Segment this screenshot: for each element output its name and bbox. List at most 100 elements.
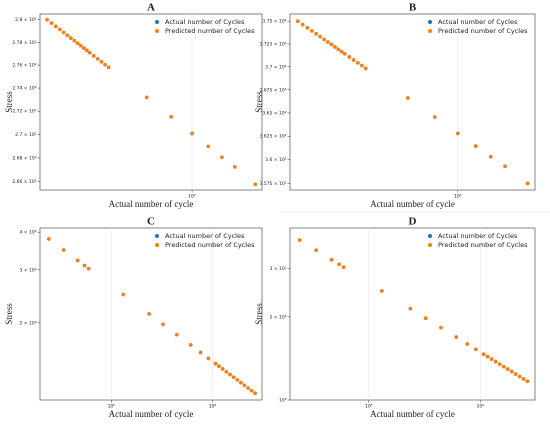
point (249, 388, 254, 393)
legend-marker (155, 20, 159, 24)
legend-label: Actual number of Cycles (438, 18, 518, 26)
point (360, 63, 364, 68)
point (217, 364, 221, 369)
y-tick-label: 3.725 × 10² (259, 41, 286, 47)
x-axis-label: Actual number of cycle (109, 409, 194, 419)
point (339, 49, 344, 54)
point (456, 131, 460, 136)
legend-marker (428, 234, 432, 238)
point (517, 374, 522, 379)
point (329, 257, 334, 262)
point (314, 248, 318, 252)
point (161, 322, 165, 327)
panel-title: A (147, 2, 155, 14)
point (380, 289, 384, 293)
point (501, 364, 506, 369)
point (121, 292, 125, 297)
point (78, 43, 83, 48)
point (239, 380, 243, 385)
point (296, 19, 300, 24)
point (493, 359, 498, 364)
point (423, 316, 428, 320)
point (253, 391, 257, 396)
point (513, 372, 518, 376)
point (82, 46, 86, 50)
point (497, 362, 502, 366)
point (318, 34, 322, 39)
point (342, 51, 347, 56)
point (188, 343, 193, 347)
point (525, 181, 530, 186)
point (61, 30, 66, 35)
point (206, 356, 211, 361)
point (336, 47, 341, 52)
legend-marker (428, 29, 432, 33)
panel-title: B (409, 2, 417, 14)
y-axis-label: Stress (254, 91, 264, 113)
point (465, 342, 470, 346)
legend-marker (428, 243, 432, 247)
panel-title: D (409, 216, 417, 228)
legend-marker (155, 29, 159, 33)
point (297, 238, 302, 242)
point (253, 182, 258, 187)
y-tick-label: 2.7 × 10² (15, 132, 37, 138)
point (525, 379, 530, 384)
point (224, 369, 229, 374)
point (87, 50, 92, 55)
legend-label: Predicted number of Cycles (438, 27, 528, 35)
point (474, 347, 478, 352)
legend-marker (155, 243, 159, 247)
point (106, 65, 111, 70)
point (439, 325, 443, 330)
point (69, 36, 73, 40)
y-tick-label: 3 × 10² (269, 266, 286, 272)
point (408, 306, 413, 311)
point (363, 66, 368, 71)
point (300, 22, 305, 27)
plot-area (289, 13, 536, 191)
point (347, 55, 352, 59)
point (322, 37, 326, 42)
point (432, 115, 437, 119)
point (231, 375, 236, 380)
point (95, 57, 100, 61)
x-tick-label: 10¹ (454, 194, 462, 200)
point (505, 367, 510, 371)
point (190, 131, 194, 136)
point (481, 352, 486, 356)
point (57, 27, 62, 32)
point (49, 21, 54, 25)
legend-label: Predicted number of Cycles (165, 27, 255, 35)
y-tick-label: 3.65 × 10² (262, 110, 286, 116)
point (169, 114, 173, 119)
y-tick-label: 2.74 × 10² (12, 86, 36, 92)
point (220, 367, 225, 371)
point (233, 165, 237, 169)
point (454, 335, 459, 339)
point (61, 248, 66, 252)
legend-label: Actual number of Cycles (165, 18, 245, 26)
y-tick-label: 3.575 × 10² (259, 181, 286, 187)
plot-area (289, 227, 536, 401)
y-tick-label: 3.7 × 10² (265, 64, 287, 70)
point (72, 38, 77, 43)
point (228, 372, 232, 377)
point (310, 29, 314, 33)
point (91, 54, 96, 58)
point (99, 59, 104, 64)
x-tick-label: 10⁵ (365, 404, 373, 410)
point (82, 263, 87, 268)
y-tick-label: 3.75 × 10² (262, 19, 286, 25)
legend-marker (155, 234, 159, 238)
legend-label: Predicted number of Cycles (438, 241, 528, 249)
point (220, 155, 224, 160)
point (206, 144, 211, 149)
point (406, 96, 410, 100)
point (509, 369, 514, 374)
point (337, 262, 341, 267)
point (53, 24, 58, 29)
point (503, 164, 507, 169)
y-tick-label: 10² (279, 398, 287, 404)
point (198, 350, 203, 355)
